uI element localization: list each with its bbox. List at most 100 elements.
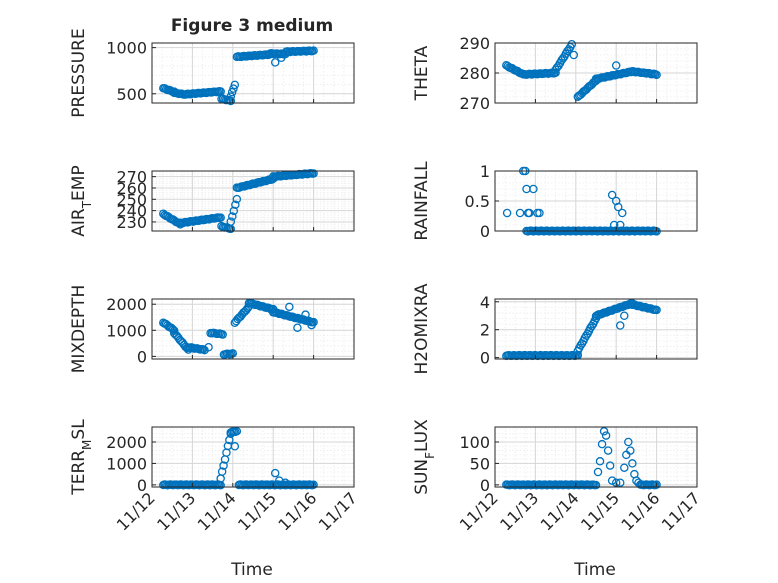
data-point [597, 439, 607, 449]
y-tick-label: 4 [480, 293, 490, 312]
data-point [529, 184, 538, 194]
y-tick-label: 0 [480, 476, 490, 495]
data-point [229, 206, 239, 216]
y-tick-label: 500 [116, 85, 147, 104]
y-tick-label: 0 [480, 222, 490, 241]
data-point [293, 323, 302, 332]
y-axis-label: RAINFALL [412, 161, 432, 241]
data-point [535, 208, 544, 218]
data-point [632, 476, 641, 485]
data-point [613, 202, 623, 212]
data-point [603, 446, 613, 455]
data-point [611, 61, 621, 70]
data-point [634, 478, 643, 487]
data-point [307, 320, 316, 330]
data-point [232, 426, 242, 436]
data-point [216, 213, 225, 222]
x-axis-label-left: Time [230, 560, 273, 580]
x-tick-label: 11/17 [315, 488, 361, 534]
axes-box [151, 426, 355, 488]
subplot-h2omixra: 0 2 4 H2OMIXRA [412, 283, 698, 375]
data-point [523, 208, 533, 218]
data-point [309, 169, 318, 178]
axes-box [494, 426, 698, 488]
data-point [230, 80, 240, 90]
data-point [219, 461, 228, 470]
y-tick-label: 0 [137, 347, 147, 366]
data-point [652, 70, 661, 80]
y-tick-label: 2 [480, 321, 490, 340]
y-tick-label: 280 [459, 64, 490, 83]
data-point [628, 459, 637, 468]
x-tick-label: 11/16 [274, 488, 320, 534]
x-tick-label: 11/17 [658, 488, 704, 534]
data-point [270, 468, 280, 478]
y-tick-label: 230 [116, 213, 147, 232]
data-point [217, 467, 227, 476]
y-tick-label: 100 [459, 433, 490, 452]
subplot-theta: 270 280 290 THETA [412, 34, 698, 113]
data-point [309, 480, 318, 490]
x-tick-label: 11/15 [234, 488, 280, 534]
data-point [618, 208, 627, 218]
y-tick-label: 0 [480, 349, 490, 368]
data-point [226, 96, 236, 106]
y-tick-label: 1 [480, 162, 490, 181]
data-point [218, 330, 227, 339]
data-point [593, 467, 603, 477]
data-point [576, 341, 585, 350]
y-tick-label: 2000 [106, 433, 147, 452]
data-point [169, 328, 179, 338]
data-point [595, 457, 605, 466]
y-tick-label: 270 [459, 94, 490, 113]
y-axis-label: SUNFLUX [412, 419, 437, 495]
data-point [569, 50, 579, 60]
data-point [652, 480, 661, 489]
x-tick-label: 11/12 [456, 488, 502, 534]
data-point [270, 58, 280, 67]
data-point [277, 53, 286, 63]
data-point [620, 311, 629, 320]
y-axis-label: PRESSURE [69, 28, 89, 117]
y-tick-label: 1000 [106, 321, 147, 340]
figure-title: Figure 3 medium [171, 16, 333, 36]
data-point [615, 478, 625, 487]
subplot-pressure: 500 1000 PRESSURE [69, 28, 355, 118]
data-point [601, 431, 611, 440]
subplot-rainfall: 0 0.5 1 RAINFALL [412, 161, 698, 241]
x-tick-label: 11/16 [617, 488, 663, 534]
data-point [285, 302, 294, 312]
x-tick-label: 11/14 [537, 488, 583, 534]
y-axis-label: TERRMSL [69, 419, 94, 496]
data-point [309, 46, 318, 55]
data-point [230, 442, 240, 451]
subplot-sun-flux: 0 50 100 SUNFLUX 11/1211/1311/1411/1511/1611… [412, 419, 704, 535]
y-tick-label: 250 [116, 190, 147, 209]
data-point [586, 323, 595, 333]
data-point [581, 331, 591, 340]
data-point [591, 480, 601, 490]
subplot-mixdepth: 0 1000 2000 MIXDEPTH [69, 285, 355, 373]
x-tick-label: 11/15 [577, 488, 623, 534]
data-point [607, 476, 617, 485]
y-axis-label: AIRTEMP [69, 165, 94, 236]
y-tick-label: 0.5 [465, 192, 490, 211]
data-point [204, 343, 213, 352]
data-point [228, 212, 237, 221]
data-point [605, 461, 615, 470]
data-point [229, 84, 238, 93]
axes-box [151, 170, 355, 232]
axes-box [151, 298, 355, 360]
data-point [502, 208, 512, 218]
x-tick-label: 11/13 [496, 488, 542, 534]
y-axis-label: THETA [412, 45, 432, 101]
x-tick-label: 11/13 [153, 488, 199, 534]
y-axis-label: H2OMIXRA [412, 283, 432, 374]
y-tick-label: 1000 [106, 39, 147, 58]
x-tick-label: 11/12 [113, 488, 159, 534]
y-tick-label: 50 [470, 454, 490, 473]
data-point [567, 39, 577, 49]
y-tick-label: 290 [459, 34, 490, 53]
